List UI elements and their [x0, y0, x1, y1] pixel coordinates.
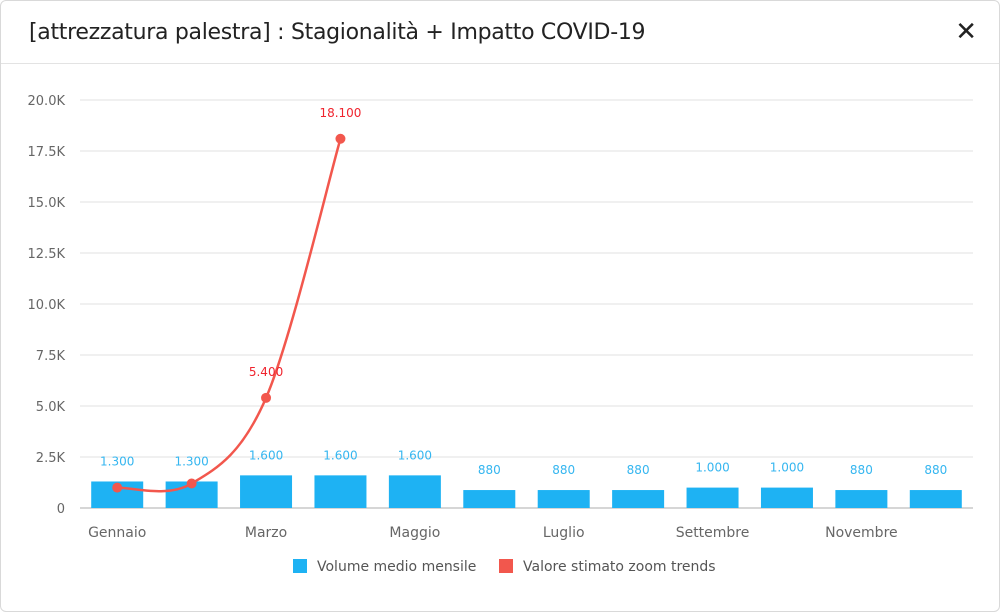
y-tick-label: 17.5K — [28, 145, 66, 160]
legend-swatch — [499, 559, 513, 573]
y-tick-label: 7.5K — [36, 349, 66, 364]
y-tick-label: 0 — [57, 502, 65, 517]
y-tick-label: 20.0K — [28, 94, 66, 109]
x-tick-label: Marzo — [245, 525, 287, 541]
x-tick-label: Novembre — [825, 525, 898, 541]
bar-data-label: 1.000 — [695, 461, 729, 475]
line-point — [261, 392, 272, 403]
bar-data-label: 880 — [924, 463, 947, 477]
bar-data-label: 1.600 — [323, 448, 357, 462]
bar — [686, 487, 739, 508]
line-point — [112, 482, 123, 493]
x-tick-label: Settembre — [676, 525, 750, 541]
x-tick-label: Luglio — [543, 525, 585, 541]
bar — [612, 490, 665, 508]
bar — [388, 475, 441, 508]
y-tick-label: 2.5K — [36, 451, 66, 466]
x-tick-label: Gennaio — [88, 525, 146, 541]
dialog-header: [attrezzatura palestra] : Stagionalità +… — [1, 1, 999, 64]
bar — [835, 490, 888, 508]
y-tick-label: 5.0K — [36, 400, 66, 415]
bar — [909, 490, 962, 508]
line-series — [117, 138, 342, 493]
bar-data-label: 880 — [850, 463, 873, 477]
bar — [760, 487, 813, 508]
bar-data-label: 880 — [552, 463, 575, 477]
bar — [463, 490, 516, 508]
bar-data-label: 1.300 — [100, 454, 134, 468]
line-data-label: 18.100 — [319, 106, 361, 120]
x-tick-label: Maggio — [389, 525, 440, 541]
bar-data-label: 1.000 — [770, 461, 804, 475]
line-point — [335, 133, 346, 144]
chart: 0 2.5K 5.0K 7.5K 10.0K 12.5K 15.0K 17.5K 20.0K Ge… — [28, 94, 973, 575]
y-tick-label: 10.0K — [28, 298, 66, 313]
bar — [314, 475, 367, 508]
bar-data-label: 1.300 — [174, 454, 208, 468]
bar — [240, 475, 293, 508]
bar — [537, 490, 590, 508]
legend-label: Valore stimato zoom trends — [523, 559, 716, 575]
legend-label: Volume medio mensile — [317, 559, 476, 575]
line-point — [186, 478, 197, 489]
y-tick-label: 12.5K — [28, 247, 66, 262]
y-tick-label: 15.0K — [28, 196, 66, 211]
dialog-title: [attrezzatura palestra] : Stagionalità +… — [29, 19, 646, 45]
legend-swatch — [293, 559, 307, 573]
close-icon[interactable]: ✕ — [955, 17, 977, 47]
bar-data-label: 1.600 — [249, 448, 283, 462]
bar-data-label: 880 — [627, 463, 650, 477]
line-data-label: 5.400 — [249, 365, 283, 379]
bar-data-label: 880 — [478, 463, 501, 477]
bar-data-label: 1.600 — [398, 448, 432, 462]
